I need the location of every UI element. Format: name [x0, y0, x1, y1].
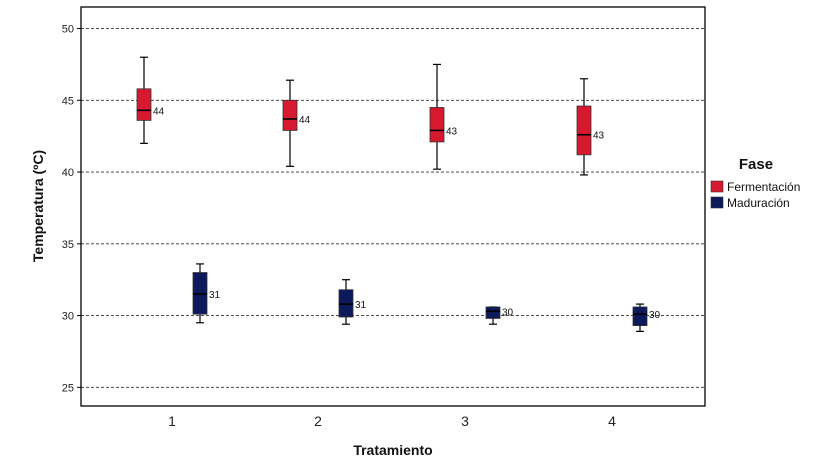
box-maduración-3: 30 [485, 306, 514, 325]
x-axis-ticks: 1 2 3 4 [168, 413, 616, 429]
y-axis-ticks: 25 30 35 40 45 50 [62, 24, 81, 394]
x-tick-label-3: 3 [461, 413, 469, 429]
box-iqr [429, 107, 445, 143]
legend-label-maduracion: Maduración [727, 196, 790, 210]
legend-title: Fase [739, 156, 773, 173]
y-tick-label-50: 50 [62, 24, 74, 36]
box-fermentación-4: 43 [576, 78, 605, 176]
median-label: 43 [446, 126, 458, 137]
y-tick-label-30: 30 [62, 311, 74, 323]
box-iqr [632, 306, 648, 327]
box-fermentación-2: 44 [282, 79, 311, 167]
box-maduración-1: 31 [192, 263, 221, 324]
median-label: 31 [209, 290, 221, 301]
box-iqr [136, 88, 152, 121]
median-label: 30 [502, 307, 514, 318]
x-tick-label-2: 2 [314, 413, 322, 429]
box-iqr [282, 99, 298, 131]
y-tick-label-40: 40 [62, 167, 74, 179]
median-label: 30 [649, 310, 661, 321]
legend-label-fermentacion: Fermentación [727, 180, 800, 194]
median-label: 44 [153, 106, 165, 117]
median-label: 31 [355, 300, 367, 311]
x-axis-title: Tratamiento [353, 442, 432, 458]
box-iqr [576, 105, 592, 156]
legend: Fase Fermentación Maduración [710, 156, 800, 210]
legend-swatch-fermentacion [710, 180, 724, 193]
legend-swatch-maduracion [710, 196, 724, 209]
y-axis-title: Temperatura (ºC) [30, 150, 46, 262]
box-iqr [485, 306, 501, 319]
y-tick-label-35: 35 [62, 239, 74, 251]
gridlines [81, 28, 705, 388]
median-label: 43 [593, 131, 605, 142]
box-maduración-2: 31 [338, 279, 367, 325]
box-fermentación-3: 43 [429, 63, 458, 170]
x-tick-label-4: 4 [608, 413, 616, 429]
y-tick-label-45: 45 [62, 95, 74, 107]
y-tick-label-25: 25 [62, 382, 74, 394]
box-fermentación-1: 44 [136, 56, 165, 144]
median-label: 44 [299, 115, 311, 126]
x-tick-label-1: 1 [168, 413, 176, 429]
box-maduración-4: 30 [632, 303, 661, 332]
boxes: 44 44 43 43 31 31 30 30 [136, 56, 661, 332]
plot-area [80, 6, 706, 407]
